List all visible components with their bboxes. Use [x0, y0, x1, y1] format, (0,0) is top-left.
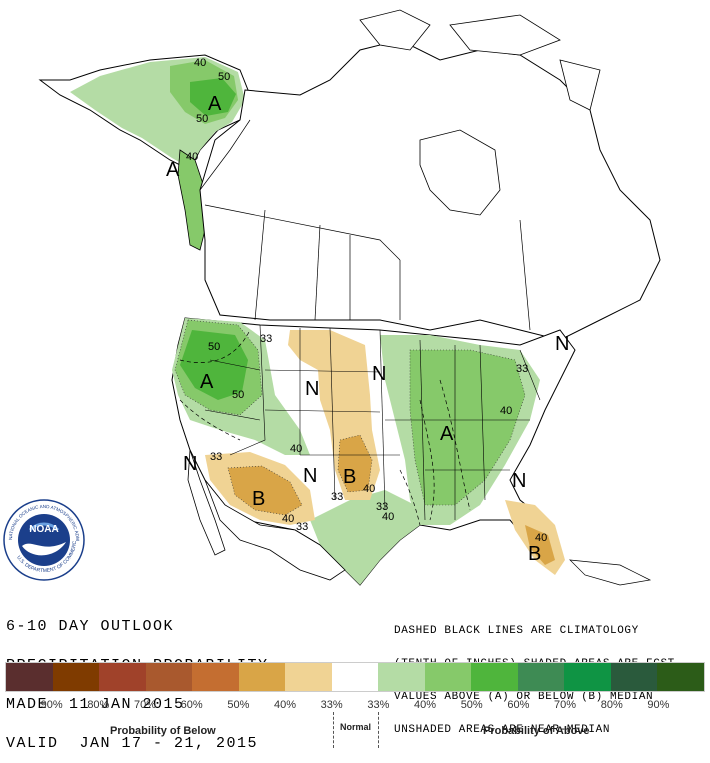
outlook-map: A A A A B B B N N N N N N 40 50 50 40 50…: [38, 9, 661, 586]
legend-label: 80%: [600, 699, 623, 711]
label-n-northern-plains-b: N: [372, 363, 386, 385]
contour-label: 40: [290, 443, 302, 455]
legend-label: 40%: [414, 699, 437, 711]
label-b-plains: B: [343, 466, 356, 488]
contour-label: 50: [196, 113, 208, 125]
canada-province-borders: [199, 119, 531, 331]
contour-label: 33: [516, 363, 528, 375]
east-mid-green: [410, 350, 525, 505]
legend-label: 33%: [320, 699, 343, 711]
legend-label: 50%: [227, 699, 250, 711]
legend-swatch: [378, 663, 425, 691]
label-a-east: A: [440, 423, 454, 445]
legend-swatch: [99, 663, 146, 691]
label-b-southwest: B: [252, 488, 265, 510]
mexico-landmass: [187, 449, 346, 581]
contour-label: 40: [194, 57, 206, 69]
legend-above-caption: Probability of Above: [483, 725, 590, 737]
legend-swatch: [6, 663, 53, 691]
legend-swatch: [564, 663, 611, 691]
label-n-southwest: N: [183, 453, 197, 475]
sw-orange: [228, 466, 302, 515]
outlook-valid-range: VALID JAN 17 - 21, 2015: [6, 735, 259, 752]
legend-label: 60%: [180, 699, 203, 711]
note-line-3: VALUES ABOVE (A) OR BELOW (B) MEDIAN: [394, 691, 654, 703]
label-n-northern-plains-a: N: [305, 378, 319, 400]
hudson-bay: [419, 129, 501, 216]
contour-label: 33: [296, 521, 308, 533]
contour-label: 33: [210, 451, 222, 463]
us-state-borders: [204, 324, 541, 521]
legend-label: 70%: [554, 699, 577, 711]
legend-label: 70%: [133, 699, 157, 711]
legend-divider-left: [333, 712, 334, 748]
category-contours: [174, 319, 526, 516]
legend-swatch: [331, 663, 379, 691]
plains-orange: [338, 435, 372, 492]
noaa-logo-text: NOAA: [29, 524, 58, 535]
label-n-maine: N: [555, 333, 569, 355]
legend-color-bar: [5, 662, 705, 692]
contour-label: 33: [260, 333, 272, 345]
legend-label: 90%: [40, 699, 63, 711]
contour-label: 50: [218, 71, 230, 83]
contour-label: 40: [363, 483, 375, 495]
legend-label: 90%: [647, 699, 670, 711]
legend-swatch: [471, 663, 518, 691]
legend-swatch: [424, 663, 472, 691]
label-b-florida: B: [528, 543, 541, 565]
legend-label: 40%: [274, 699, 297, 711]
contour-label: 33: [376, 501, 388, 513]
label-n-southeast: N: [512, 470, 526, 492]
noaa-logo: NOAA NATIONAL OCEANIC AND ATMOSPHERIC AD…: [2, 498, 85, 581]
legend-swatch: [517, 663, 565, 691]
contour-label: 50: [208, 341, 220, 353]
caribbean-islands: [569, 559, 652, 586]
legend-label: 80%: [87, 699, 110, 711]
legend-swatch: [145, 663, 193, 691]
label-n-south-plains: N: [303, 465, 317, 487]
nw-dark-green: [180, 330, 248, 400]
outlook-line-1: 6-10 DAY OUTLOOK: [6, 618, 175, 635]
climatology-dashed-lines: [179, 329, 471, 526]
tx-light-green: [310, 490, 420, 585]
legend-label: 33%: [367, 699, 390, 711]
legend-swatch: [238, 663, 286, 691]
label-a-northwest: A: [200, 371, 214, 393]
legend-divider-right: [378, 712, 379, 748]
legend-swatch: [285, 663, 332, 691]
arctic-islands: [359, 9, 601, 111]
legend-swatch: [657, 663, 704, 691]
contour-label: 40: [535, 532, 547, 544]
note-line-1: DASHED BLACK LINES ARE CLIMATOLOGY: [394, 625, 639, 637]
legend-label: 60%: [507, 699, 530, 711]
alaska-dark-green: [190, 78, 236, 116]
contour-label: 50: [232, 389, 244, 401]
legend-normal-caption: Normal: [340, 722, 372, 732]
contour-label: 40: [500, 405, 512, 417]
legend-swatch: [610, 663, 658, 691]
florida-orange: [525, 525, 555, 565]
legend-percent-labels: 90% 80% 70% 60% 50% 40% 33% 33% 40% 50% 60% 70% 80% 9…: [5, 699, 705, 711]
label-a-panhandle: A: [166, 159, 180, 181]
outlook-made-date: MADE 11 JAN 2015: [6, 696, 185, 713]
alaska-panhandle: [177, 149, 206, 251]
contour-label: 40: [282, 513, 294, 525]
label-a-alaska: A: [208, 93, 222, 115]
contour-label: 33: [331, 491, 343, 503]
legend-below-caption: Probability of Below: [110, 725, 216, 737]
legend-label: 50%: [460, 699, 483, 711]
legend-swatch: [192, 663, 239, 691]
contour-label: 40: [382, 511, 394, 523]
contour-label: 40: [186, 151, 198, 163]
legend-swatch: [52, 663, 100, 691]
note-line-4: UNSHADED AREAS ARE NEAR-MEDIAN: [394, 724, 611, 736]
